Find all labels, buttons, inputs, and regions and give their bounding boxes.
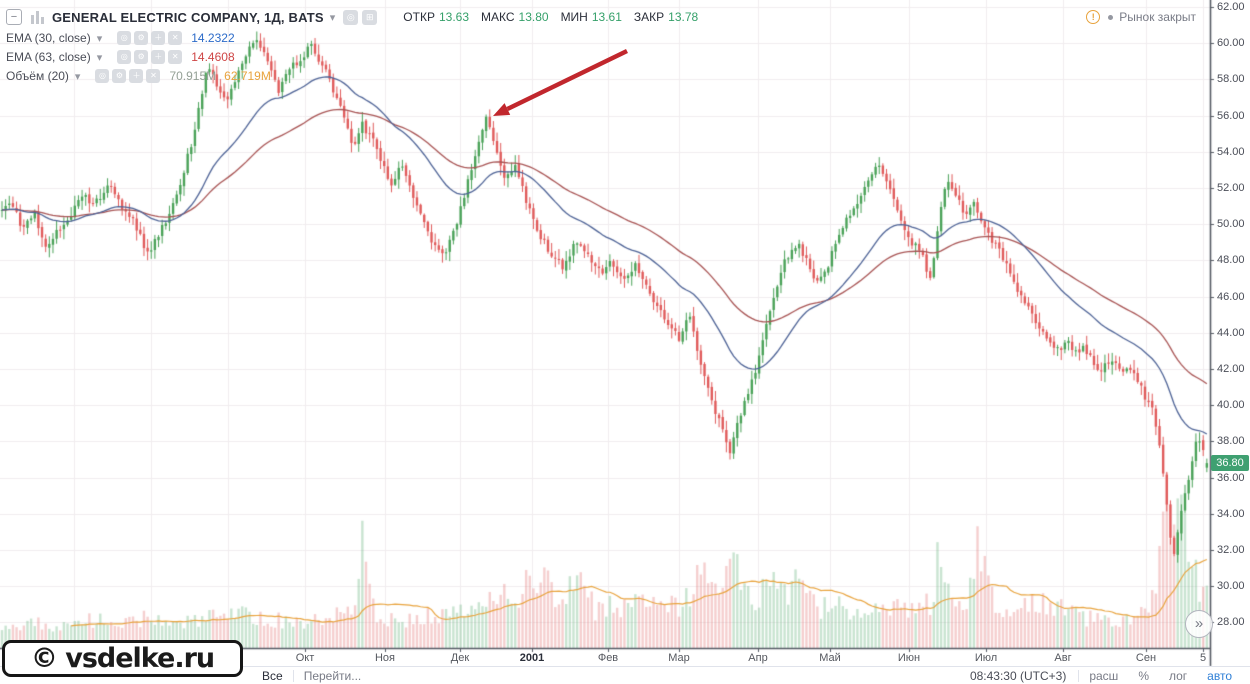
time-tick-label: Дек [450,652,470,664]
price-tick-label: 52.00 [1217,182,1245,194]
time-axis[interactable]: Окт Ноя Дек 2001 Фев Мар Апр Май Июн Июл Авг Сен 5 [0,648,1250,668]
indicator-label: EMA (63, close) [6,50,91,64]
toolbar-item[interactable]: лог [1168,668,1188,683]
price-axis[interactable]: 36.80 62.00 60.00 58.00 56.00 54.00 52.00 50.0… [1210,0,1250,648]
price-tick-label: 48.00 [1217,254,1245,267]
chevron-down-icon[interactable]: ▾ [96,51,103,64]
time-tick-label: 5 [1199,652,1207,664]
ohlc-value: 13.61 [591,10,622,24]
chevron-down-icon[interactable]: ▾ [74,70,81,83]
toolbar-divider [1078,669,1080,682]
gear-icon[interactable]: ⚙ [134,50,149,64]
bottom-toolbar: Все Перейти... 08:43:30 (UTC+3) расш% лог а… [0,666,1250,684]
time-tick-label: Апр [748,652,768,664]
plus-icon[interactable]: ＋ [129,69,144,83]
price-tick-label: 42.00 [1217,363,1245,375]
close-icon[interactable]: ✕ [168,31,183,45]
symbol-logo-icon [31,10,44,24]
price-tick-label: 50.00 [1217,218,1245,231]
chevron-down-icon[interactable]: ▾ [96,32,103,45]
plus-icon[interactable]: ＋ [151,50,166,64]
toolbar-item[interactable]: % [1138,668,1149,683]
eye-icon[interactable]: ◎ [117,50,132,64]
price-tick-label: 62.00 [1217,1,1245,13]
price-tick-label: 46.00 [1217,290,1245,303]
indicator-label: EMA (30, close) [6,31,91,45]
time-tick-label: Июл [974,652,998,664]
legend-panel: − GENERAL ELECTRIC COMPANY, 1Д, BATS ▾ ◎… [6,6,698,85]
ohlc-value: 13.78 [668,10,699,24]
toolbar-item[interactable]: расш [1089,668,1119,683]
close-icon[interactable]: ✕ [168,50,183,64]
time-tick-label: Май [819,652,841,664]
time-tick-label: Окт [295,652,315,664]
indicator-value: 14.4608 [191,50,235,64]
time-tick-label: Авг [1054,652,1072,664]
indicator-row[interactable]: EMA (30, close) ▾ ◎ ⚙ ＋ ✕ 14.2322 [6,29,698,47]
ohlc-label: МАКС [481,10,515,24]
price-tick-label: 40.00 [1217,399,1245,412]
gear-icon[interactable]: ⚙ [112,69,127,83]
ohlc-values: ОТКР 13.63 МАКС 13.80 МИН 13.61 ЗАКР 13.78 [391,10,698,24]
market-status[interactable]: ! Рынок закрыт [1086,10,1196,24]
toolbar-item[interactable]: Перейти... [303,668,362,683]
indicator-row[interactable]: EMA (63, close) ▾ ◎ ⚙ ＋ ✕ 14.4608 [6,48,698,66]
market-status-label: Рынок закрыт [1119,10,1196,24]
gear-icon[interactable]: ⚙ [134,31,149,45]
time-tick-label: Июн [897,652,921,664]
indicator-label: Объём (20) [6,69,69,83]
price-tick-label: 44.00 [1217,326,1245,339]
indicator-value: 14.2322 [191,31,235,45]
time-tick-label: Сен [1135,652,1157,664]
price-tick-label: 58.00 [1217,73,1245,86]
warning-icon: ! [1086,10,1101,24]
time-tick-label: Ноя [374,652,396,664]
eye-icon[interactable]: ◎ [117,31,132,45]
toolbar-item[interactable]: Все [262,668,283,683]
settings-icon[interactable]: ⊞ [362,9,378,25]
plus-icon[interactable]: ＋ [151,31,166,45]
site-watermark: © vsdelke.ru [2,640,243,677]
price-tick-label: 38.00 [1217,435,1245,448]
chevron-down-icon[interactable]: ▾ [329,11,336,24]
price-tick-label: 56.00 [1217,109,1245,122]
price-tick-label: 36.00 [1217,471,1245,484]
symbol-title[interactable]: GENERAL ELECTRIC COMPANY, 1Д, BATS [52,9,324,25]
close-icon[interactable]: ✕ [146,69,161,83]
toolbar-divider [292,669,294,682]
indicator-row[interactable]: Объём (20) ▾ ◎ ⚙ ＋ ✕ 70.915M 62.719M [6,67,698,85]
indicator-value: 62.719M [224,69,271,83]
indicator-value: 70.915M [169,69,217,83]
ohlc-label: МИН [560,10,588,24]
ohlc-label: ОТКР [403,10,435,24]
price-tick-label: 32.00 [1217,544,1245,556]
time-tick-label: Мар [668,652,690,664]
time-tick-label: 2001 [519,652,545,664]
ohlc-label: ЗАКР [633,10,665,24]
last-price-badge: 36.80 [1211,455,1249,472]
scroll-right-button[interactable]: » [1185,610,1213,638]
eye-icon[interactable]: ◎ [95,69,110,83]
price-tick-label: 34.00 [1217,507,1245,520]
ohlc-value: 13.80 [518,10,549,24]
session-dot-icon [1108,14,1114,20]
time-tick-label: Фев [597,652,619,664]
price-tick-label: 28.00 [1217,616,1245,629]
price-tick-label: 54.00 [1217,145,1245,158]
symbol-title-row[interactable]: − GENERAL ELECTRIC COMPANY, 1Д, BATS ▾ ◎… [6,6,698,28]
price-tick-label: 30.00 [1217,580,1245,593]
visibility-icon[interactable]: ◎ [343,9,359,25]
ohlc-value: 13.63 [438,10,469,24]
toolbar-item-auto[interactable]: авто [1207,668,1232,683]
clock-label[interactable]: 08:43:30 (UTC+3) [969,668,1067,683]
collapse-pane-icon[interactable]: − [6,9,22,25]
price-tick-label: 60.00 [1217,37,1245,50]
